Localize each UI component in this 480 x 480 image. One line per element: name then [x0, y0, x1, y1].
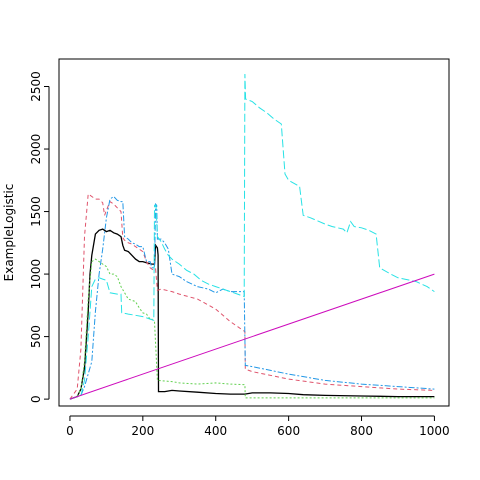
series-line-2 [69, 193, 435, 400]
x-tick-label: 800 [350, 424, 373, 438]
x-tick-label: 400 [204, 424, 227, 438]
x-tick-label: 600 [277, 424, 300, 438]
y-axis-label: ExampleLogistic [2, 184, 16, 282]
y-tick-label: 2000 [29, 134, 43, 165]
series-line-5 [69, 73, 435, 400]
plot-frame [58, 58, 450, 407]
x-tick-label: 0 [66, 424, 74, 438]
y-tick-label: 2500 [29, 71, 43, 102]
axis-layer: 0 200 400 600 800 1000 0 500 1000 1500 2000 2500 [29, 71, 450, 438]
series-line-3 [69, 258, 435, 400]
y-tick-label: 1000 [29, 259, 43, 290]
x-tick-label: 200 [131, 424, 154, 438]
y-tick-label: 0 [29, 395, 43, 403]
series-layer [69, 73, 435, 400]
y-tick-label: 1500 [29, 196, 43, 227]
series-line-6 [69, 273, 435, 400]
x-tick-label: 1000 [419, 424, 450, 438]
series-line-1 [69, 228, 435, 400]
y-tick-label: 500 [29, 325, 43, 348]
series-line-4 [69, 195, 435, 400]
